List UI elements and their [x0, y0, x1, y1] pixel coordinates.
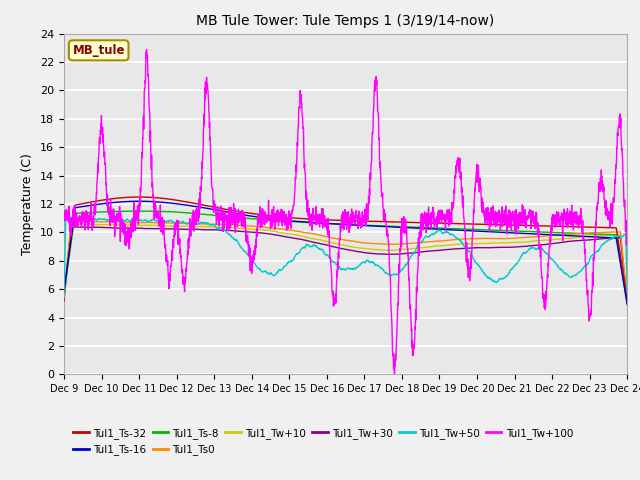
Title: MB Tule Tower: Tule Temps 1 (3/19/14-now): MB Tule Tower: Tule Temps 1 (3/19/14-now… [196, 14, 495, 28]
Y-axis label: Temperature (C): Temperature (C) [22, 153, 35, 255]
Legend: Tul1_Ts-32, Tul1_Ts-16, Tul1_Ts-8, Tul1_Ts0, Tul1_Tw+10, Tul1_Tw+30, Tul1_Tw+50,: Tul1_Ts-32, Tul1_Ts-16, Tul1_Ts-8, Tul1_… [69, 424, 577, 459]
Text: MB_tule: MB_tule [72, 44, 125, 57]
